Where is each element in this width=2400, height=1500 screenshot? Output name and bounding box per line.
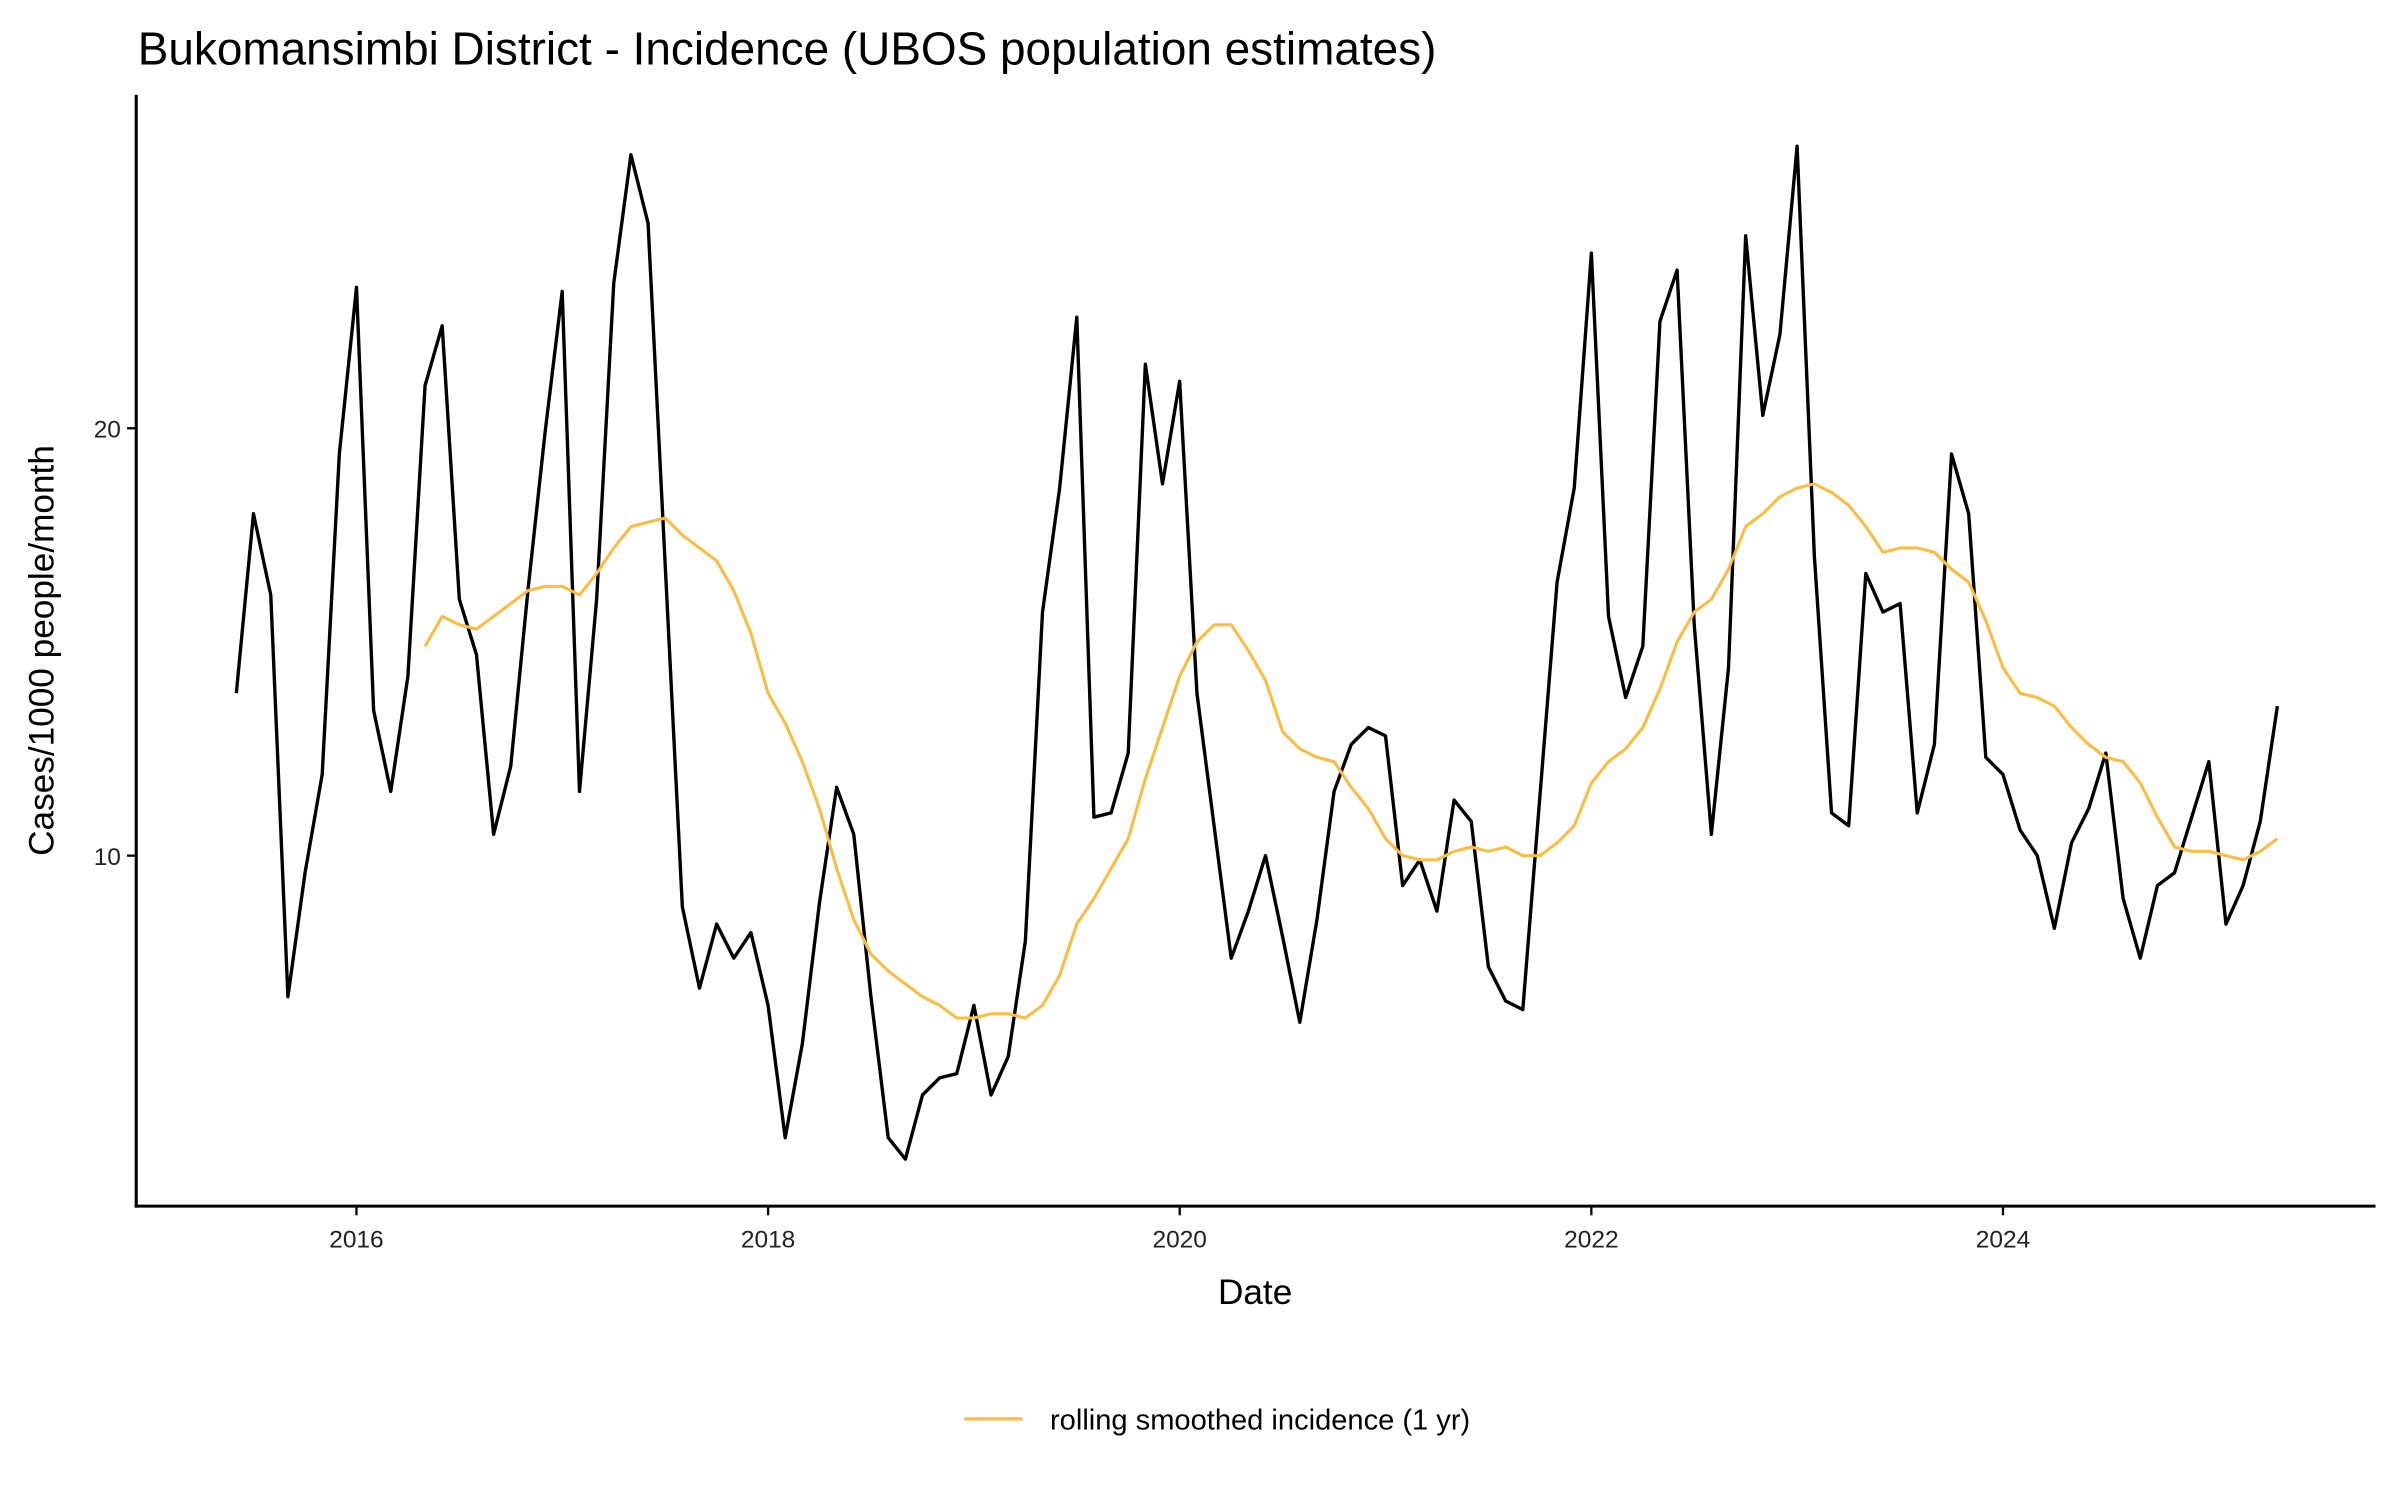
legend-label-rolling: rolling smoothed incidence (1 yr) xyxy=(1050,1405,1470,1437)
x-tick-label: 2024 xyxy=(1976,1226,2030,1253)
y-axis-label: Cases/1000 people/month xyxy=(23,445,62,856)
x-tick-label: 2022 xyxy=(1564,1226,1618,1253)
y-tick-label: 10 xyxy=(94,844,121,871)
x-tick-label: 2020 xyxy=(1152,1226,1206,1253)
y-tick-label: 20 xyxy=(94,416,121,443)
incidence-line xyxy=(234,144,2280,1161)
legend: rolling smoothed incidence (1 yr) xyxy=(964,1405,1470,1437)
x-tick-label: 2018 xyxy=(741,1226,795,1253)
rolling-smoothed-line xyxy=(423,482,2279,1020)
x-axis-label: Date xyxy=(1218,1273,1292,1312)
x-tick-label: 2016 xyxy=(329,1226,383,1253)
chart-title: Bukomansimbi District - Incidence (UBOS … xyxy=(138,22,1437,74)
plot-area: 2016 2018 2020 2022 2024 10 20 xyxy=(94,94,2376,1253)
